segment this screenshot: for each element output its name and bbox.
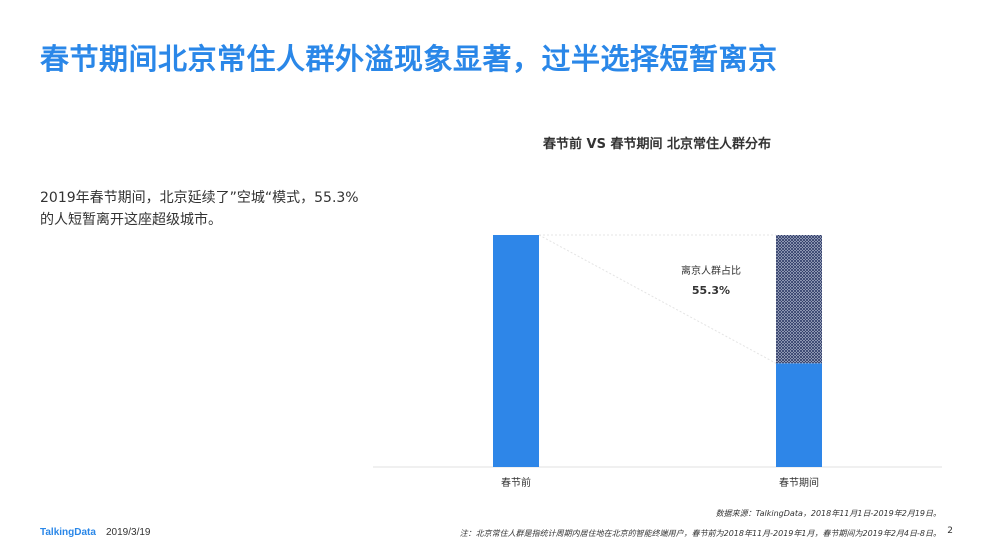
x-tick-labels: 春节前 春节期间	[501, 476, 819, 489]
footnote-text: 注：北京常住人群是指统计周期内居住地在北京的智能终端用户，春节前为2018年11…	[459, 529, 941, 538]
chart-title: 春节前 VS 春节期间 北京常住人群分布	[542, 136, 771, 152]
talkingdata-logo: TalkingData	[40, 527, 96, 538]
connector-diagonal	[538, 234, 777, 364]
bars-group	[493, 235, 822, 467]
connector-lines	[538, 234, 777, 364]
x-tick-label-1: 春节期间	[779, 476, 819, 489]
summary-text: 2019年春节期间，北京延续了”空城“模式，55.3%的人短暂离开这座超级城市。	[40, 190, 359, 228]
bar-segment-0	[493, 235, 539, 467]
page-title: 春节期间北京常住人群外溢现象显著，过半选择短暂离京	[40, 42, 778, 76]
bar-segment-left-beijing-1	[776, 235, 822, 364]
annotation-group: 离京人群占比 55.3%	[681, 264, 741, 297]
annotation-label: 离京人群占比	[681, 264, 741, 277]
footer-date: 2019/3/19	[106, 527, 151, 538]
bar-segment-1	[776, 363, 822, 467]
page-number: 2	[947, 526, 953, 536]
data-source-text: 数据来源：TalkingData，2018年11月1日-2019年2月19日。	[715, 509, 941, 518]
x-tick-label-0: 春节前	[501, 476, 531, 489]
annotation-value: 55.3%	[692, 284, 730, 297]
